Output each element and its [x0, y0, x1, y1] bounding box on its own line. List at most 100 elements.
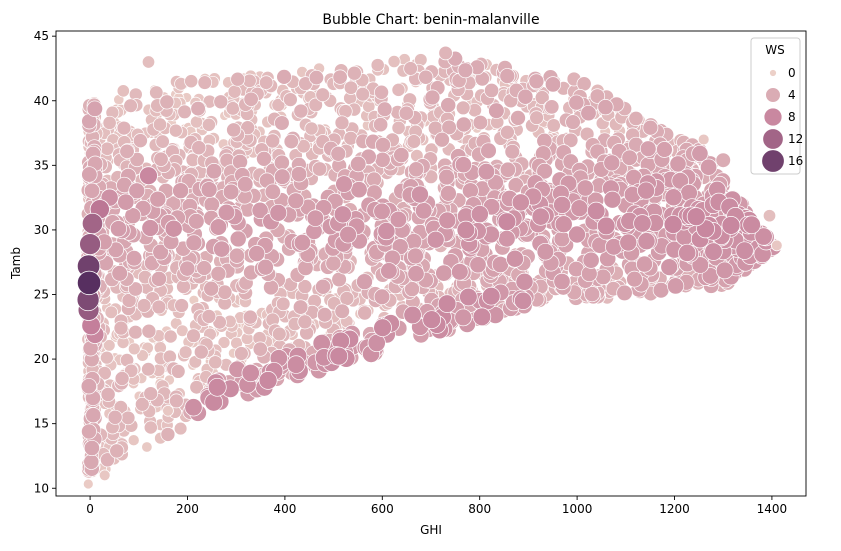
data-point [637, 181, 656, 200]
data-point [127, 434, 140, 447]
data-point [227, 84, 242, 99]
data-point [531, 207, 550, 226]
legend-title: WS [765, 43, 784, 57]
data-point [621, 149, 638, 166]
data-point [334, 115, 350, 131]
data-point [100, 452, 115, 468]
data-point [534, 90, 550, 105]
data-point [652, 281, 670, 299]
data-point [374, 151, 391, 168]
data-point [241, 363, 260, 383]
data-point [374, 84, 389, 100]
data-point [373, 318, 392, 338]
data-point [576, 76, 592, 92]
data-point [680, 184, 698, 202]
data-point [498, 229, 516, 248]
data-point [435, 264, 453, 282]
data-point [164, 219, 183, 238]
data-point [116, 120, 132, 136]
data-point [339, 291, 355, 306]
data-point [406, 247, 424, 265]
x-axis-label: GHI [420, 523, 442, 537]
data-point [697, 133, 710, 146]
data-point [85, 407, 102, 424]
data-point [139, 166, 158, 186]
data-point [671, 172, 689, 190]
legend-label: 12 [788, 132, 803, 146]
data-point [271, 98, 286, 112]
data-point [230, 71, 246, 87]
data-point [128, 182, 146, 200]
data-point [185, 234, 203, 252]
data-point [669, 155, 687, 173]
data-point [263, 279, 279, 296]
data-point [190, 100, 206, 117]
data-point [455, 100, 471, 116]
data-point [330, 145, 347, 162]
data-point [553, 272, 571, 291]
data-point [584, 286, 601, 303]
data-point [297, 314, 313, 330]
data-point [603, 154, 621, 172]
data-point [375, 137, 391, 153]
data-point [481, 286, 501, 306]
data-point [98, 469, 111, 482]
data-point [408, 161, 425, 178]
data-point [252, 341, 268, 357]
data-point [656, 141, 673, 158]
data-point [127, 281, 144, 297]
data-point [350, 155, 367, 173]
data-point [149, 190, 167, 208]
data-point [346, 65, 362, 81]
data-point [159, 94, 175, 110]
data-point [595, 268, 612, 286]
data-point [217, 336, 231, 349]
data-point [663, 215, 683, 234]
data-point [256, 150, 272, 167]
data-point [418, 69, 434, 85]
data-point [333, 205, 352, 224]
data-point [107, 241, 125, 259]
data-point [715, 152, 731, 169]
data-point [196, 260, 212, 276]
data-point [438, 211, 457, 230]
data-point [217, 284, 233, 300]
data-point [434, 131, 450, 148]
data-point [721, 215, 741, 235]
data-point [272, 326, 287, 342]
data-point [297, 279, 313, 294]
data-point [742, 215, 761, 235]
legend-marker [765, 87, 781, 103]
data-point [283, 133, 299, 150]
data-point [704, 242, 723, 261]
legend-label: 0 [788, 66, 796, 80]
data-point [586, 201, 606, 221]
data-point [80, 378, 98, 395]
data-point [438, 45, 453, 61]
data-point [387, 55, 401, 68]
data-point [200, 181, 218, 198]
data-point [626, 270, 643, 288]
data-point [311, 161, 328, 177]
data-point [580, 104, 597, 122]
data-point [81, 166, 98, 183]
data-point [422, 310, 442, 330]
data-point [484, 82, 500, 99]
x-tick-label: 1000 [562, 502, 593, 516]
data-point [293, 233, 312, 252]
data-point [380, 262, 398, 280]
legend-marker [761, 149, 785, 173]
y-tick-label: 15 [34, 417, 49, 431]
data-point [536, 242, 555, 261]
data-point [470, 205, 489, 224]
data-point [83, 439, 100, 457]
data-point [393, 147, 410, 164]
data-point [114, 371, 130, 386]
data-point [242, 309, 258, 325]
data-point [664, 188, 683, 207]
data-point [308, 97, 323, 113]
data-point [141, 55, 156, 69]
data-point [639, 140, 657, 158]
data-point [544, 99, 560, 115]
